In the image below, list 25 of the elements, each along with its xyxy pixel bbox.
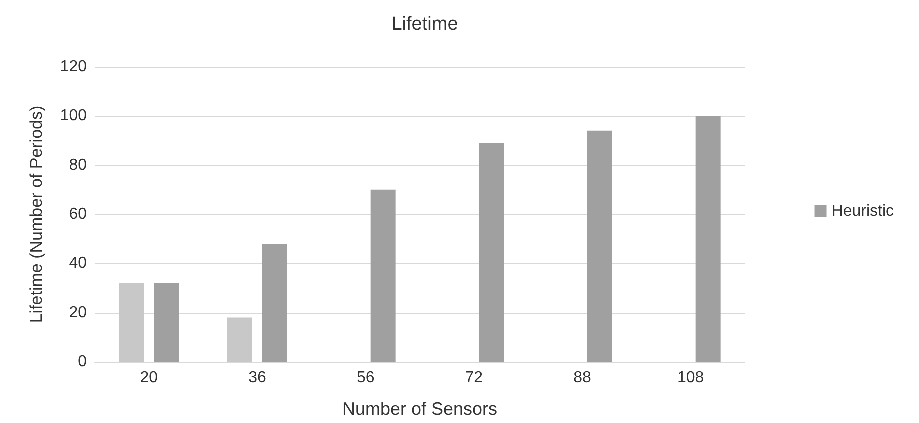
bar: [588, 130, 612, 362]
legend-label: Heuristic: [832, 203, 894, 220]
bar: [479, 143, 504, 362]
x-tick-label: 88: [574, 370, 592, 386]
y-tick-label: 40: [69, 255, 88, 272]
x-tick-label: 108: [677, 370, 704, 386]
y-tick-label: 20: [69, 304, 88, 322]
y-tick-label: 0: [78, 354, 88, 370]
x-tick-label: 56: [356, 370, 375, 386]
chart-title: Lifetime: [392, 14, 458, 35]
x-tick-label: 36: [248, 370, 266, 386]
y-tick-label: 100: [60, 108, 88, 125]
bar: [370, 190, 396, 362]
bar: [696, 116, 721, 362]
bar: [262, 244, 288, 362]
bar: [154, 283, 180, 362]
x-tick-label: 72: [465, 370, 484, 386]
y-tick-label: 60: [69, 206, 88, 223]
y-tick-label: 120: [60, 58, 88, 76]
bar: [119, 283, 144, 362]
y-tick-label: 80: [69, 156, 88, 174]
x-tick-label: 20: [140, 370, 158, 386]
y-axis-title: Lifetime (Number of Periods): [27, 106, 46, 324]
x-axis-title: Number of Sensors: [342, 399, 498, 419]
bar: [228, 318, 252, 362]
